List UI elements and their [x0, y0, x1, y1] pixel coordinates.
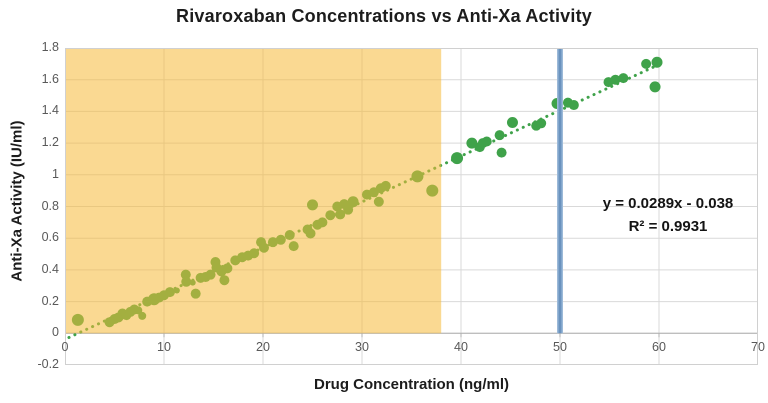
- data-point: [641, 58, 652, 69]
- x-tick-label: 30: [355, 340, 369, 355]
- data-point: [481, 136, 492, 147]
- data-point: [496, 147, 507, 158]
- y-tick-label: 0.4: [41, 261, 59, 276]
- data-point: [451, 152, 464, 165]
- trendline-annotation: y = 0.0289x - 0.038 R² = 0.9931: [568, 192, 768, 238]
- trendline-equation: y = 0.0289x - 0.038: [602, 195, 734, 212]
- data-point: [536, 118, 547, 129]
- trendline-r-squared: R² = 0.9931: [628, 218, 708, 235]
- data-point: [610, 74, 621, 85]
- x-tick-label: 40: [454, 340, 468, 355]
- data-point: [649, 81, 661, 93]
- data-point: [568, 100, 579, 111]
- y-tick-label: 0.2: [41, 293, 59, 308]
- x-tick-label: 60: [652, 340, 666, 355]
- y-tick-label: 1.6: [41, 71, 59, 86]
- y-tick-label: -0.2: [37, 357, 59, 371]
- data-point: [466, 137, 478, 149]
- data-point: [494, 130, 505, 141]
- y-tick-label: 1.2: [41, 135, 59, 150]
- y-tick-label: 0: [52, 325, 59, 340]
- data-point: [506, 116, 518, 128]
- y-tick-label: 1: [52, 166, 59, 181]
- chart-title: Rivaroxaban Concentrations vs Anti-Xa Ac…: [176, 6, 592, 26]
- y-tick-label: 1.4: [41, 103, 59, 118]
- data-point: [651, 56, 663, 68]
- x-axis-title: Drug Concentration (ng/ml): [314, 376, 509, 393]
- x-tick-label: 10: [157, 340, 171, 355]
- highlight-band: [65, 48, 442, 334]
- plot-border: [65, 48, 758, 365]
- plot-area: [65, 48, 758, 365]
- reference-line: [557, 48, 563, 334]
- x-tick-label: 70: [751, 340, 765, 355]
- x-tick-label: 20: [256, 340, 270, 355]
- y-tick-label: 0.8: [41, 198, 59, 213]
- x-tick-label: 0: [61, 340, 69, 355]
- y-tick-label: 0.6: [41, 230, 59, 245]
- data-point: [618, 73, 629, 84]
- x-tick-label: 50: [553, 340, 567, 355]
- y-tick-label: 1.8: [41, 40, 59, 54]
